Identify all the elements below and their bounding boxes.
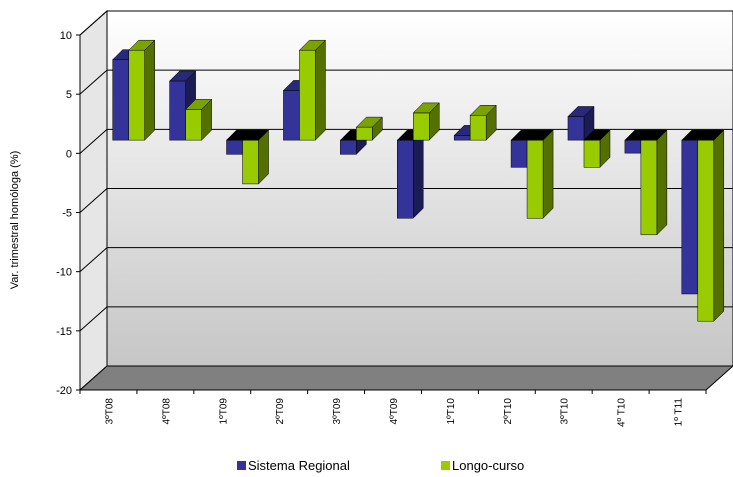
y-tick-label: 5	[66, 89, 72, 101]
x-tick-label: 3ºT09	[332, 398, 343, 425]
bar-longo-curso-6	[469, 104, 497, 141]
bar-longo-curso-7	[526, 129, 554, 219]
bar-longo-curso-9	[640, 129, 668, 236]
gridline	[79, 10, 733, 36]
gridline	[79, 128, 733, 154]
x-tick-label: 3ºT08	[104, 398, 115, 425]
grid-lines	[79, 10, 733, 332]
y-axis-label: Var. trimestral homóloga (%)	[9, 151, 21, 290]
bar-longo-curso-0	[128, 39, 156, 141]
axes: 10 5 0 -5 -10 -15 -20 3ºT08 4ºT08 1ºT09 2ºT09 3ºT09…	[56, 30, 707, 427]
bar-longo-curso-1	[185, 98, 213, 141]
x-tick-label: 4ºT09	[389, 398, 400, 425]
x-tick-label: 2ºT10	[503, 398, 514, 425]
bars	[112, 39, 725, 322]
x-tick-label: 2ºT09	[275, 398, 286, 425]
bar-longo-curso-5	[412, 102, 440, 141]
y-tick-label: -20	[56, 385, 72, 397]
y-tick-label: -10	[56, 267, 72, 279]
gridline	[79, 247, 733, 273]
bar-longo-curso-2	[241, 129, 270, 185]
x-tick-label: 1ºT09	[218, 398, 229, 425]
y-tick-label: 0	[66, 148, 72, 160]
bar-longo-curso-8	[583, 129, 611, 168]
gridline	[79, 69, 733, 95]
x-tick-label: 1º T11	[674, 398, 685, 427]
y-tick-label: -15	[56, 326, 72, 338]
bar-longo-curso-10	[697, 129, 725, 322]
x-tick-label: 1ºT10	[446, 398, 457, 425]
x-tick-label: 3ºT10	[560, 398, 571, 425]
legend-label-longo-curso: Longo-curso	[452, 458, 524, 473]
gridline	[79, 306, 733, 332]
y-tick-label: 10	[60, 30, 72, 42]
x-tick-label: 4ºT08	[161, 398, 172, 425]
legend-swatch-longo-curso	[441, 461, 450, 470]
bar-sistema-regional-8	[567, 105, 595, 141]
y-tick-label: -5	[62, 208, 72, 220]
legend-swatch-sistema-regional	[237, 461, 246, 470]
legend-label-sistema-regional: Sistema Regional	[248, 458, 350, 473]
bar-sistema-regional-5	[396, 129, 424, 219]
gridline	[79, 188, 733, 213]
x-tick-label: 4º T10	[617, 398, 628, 427]
bar-longo-curso-4	[355, 116, 383, 141]
bar-longo-curso-3	[298, 39, 327, 141]
legend: Sistema Regional Longo-curso	[237, 458, 524, 473]
